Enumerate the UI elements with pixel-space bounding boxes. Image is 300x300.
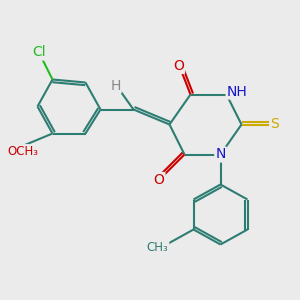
Text: S: S [270, 118, 279, 131]
Text: N: N [215, 148, 226, 161]
Text: NH: NH [226, 85, 248, 98]
Text: OCH₃: OCH₃ [7, 145, 38, 158]
Text: O: O [154, 173, 164, 187]
Text: Cl: Cl [32, 46, 46, 59]
Text: O: O [173, 59, 184, 73]
Text: H: H [110, 79, 121, 92]
Text: CH₃: CH₃ [147, 241, 168, 254]
